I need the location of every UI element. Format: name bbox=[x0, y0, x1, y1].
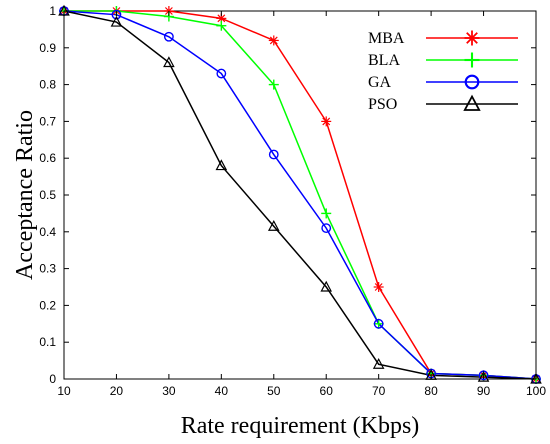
legend: MBA BLA GA PSO bbox=[368, 30, 518, 113]
data-point-pso bbox=[372, 358, 385, 369]
data-point-bla bbox=[268, 79, 279, 90]
data-point-pso bbox=[215, 159, 228, 171]
legend-label-pso: PSO bbox=[368, 96, 397, 113]
series-markers bbox=[58, 4, 542, 384]
legend-label-mba: MBA bbox=[368, 30, 405, 47]
series-line-ga bbox=[63, 10, 537, 380]
data-point-pso bbox=[320, 280, 333, 292]
x-tick-label: 90 bbox=[477, 384, 491, 398]
legend-marker-mba bbox=[464, 30, 480, 46]
data-point-bla bbox=[216, 20, 227, 31]
x-axis-title: Rate requirement (Kbps) bbox=[181, 413, 420, 439]
legend-label-ga: GA bbox=[368, 74, 392, 91]
axis-ticks: 10 20 30 40 50 60 70 80 90 100 0 0.1 0.2 0.3 0.4 0.5 0.6… bbox=[39, 4, 546, 398]
plot-area-box bbox=[63, 10, 537, 380]
data-point-ga bbox=[268, 149, 279, 160]
y-tick-label: 0 bbox=[49, 372, 56, 386]
data-point-bla bbox=[373, 318, 384, 329]
y-tick-label: 0.8 bbox=[39, 78, 56, 92]
legend-marker-bla bbox=[464, 52, 480, 68]
data-point-ga bbox=[163, 31, 174, 42]
data-point-ga bbox=[111, 9, 122, 20]
data-point-mba bbox=[268, 35, 279, 46]
y-tick-label: 0.7 bbox=[39, 114, 56, 128]
x-tick-label: 10 bbox=[57, 384, 71, 398]
legend-marker-pso bbox=[463, 94, 481, 111]
series-line-mba bbox=[64, 10, 537, 380]
y-tick-label: 0.3 bbox=[39, 262, 56, 276]
data-point-ga bbox=[321, 223, 332, 234]
series-line-pso bbox=[63, 10, 537, 380]
legend-label-bla: BLA bbox=[368, 52, 400, 69]
x-tick-label: 100 bbox=[526, 384, 546, 398]
x-tick-label: 60 bbox=[320, 384, 334, 398]
x-tick-label: 30 bbox=[162, 384, 176, 398]
y-tick-label: 0.2 bbox=[39, 298, 56, 312]
data-point-pso bbox=[163, 56, 175, 68]
series-line-bla bbox=[64, 10, 537, 380]
y-tick-label: 0.1 bbox=[39, 335, 56, 349]
data-point-pso bbox=[110, 15, 123, 27]
y-tick-label: 0.9 bbox=[39, 41, 56, 55]
y-tick-label: 0.6 bbox=[39, 151, 56, 165]
data-point-ga bbox=[373, 318, 384, 329]
series-lines bbox=[63, 10, 537, 380]
data-point-bla bbox=[321, 208, 332, 219]
data-point-mba bbox=[373, 282, 384, 292]
data-point-ga bbox=[216, 68, 227, 79]
plot-frame bbox=[63, 10, 537, 380]
data-point-pso bbox=[425, 369, 437, 380]
data-point-mba bbox=[321, 116, 332, 127]
x-tick-label: 40 bbox=[215, 384, 229, 398]
x-tick-label: 50 bbox=[267, 384, 281, 398]
legend-marker-ga bbox=[464, 74, 480, 90]
x-tick-label: 20 bbox=[110, 384, 124, 398]
data-point-pso bbox=[477, 370, 490, 382]
y-axis-title: Acceptance Ratio bbox=[12, 110, 38, 280]
x-tick-label: 80 bbox=[424, 384, 438, 398]
y-tick-label: 0.5 bbox=[39, 188, 56, 202]
x-tick-label: 70 bbox=[372, 384, 386, 398]
y-tick-label: 1 bbox=[49, 4, 56, 18]
data-point-pso bbox=[267, 220, 280, 231]
y-tick-label: 0.4 bbox=[39, 225, 56, 239]
